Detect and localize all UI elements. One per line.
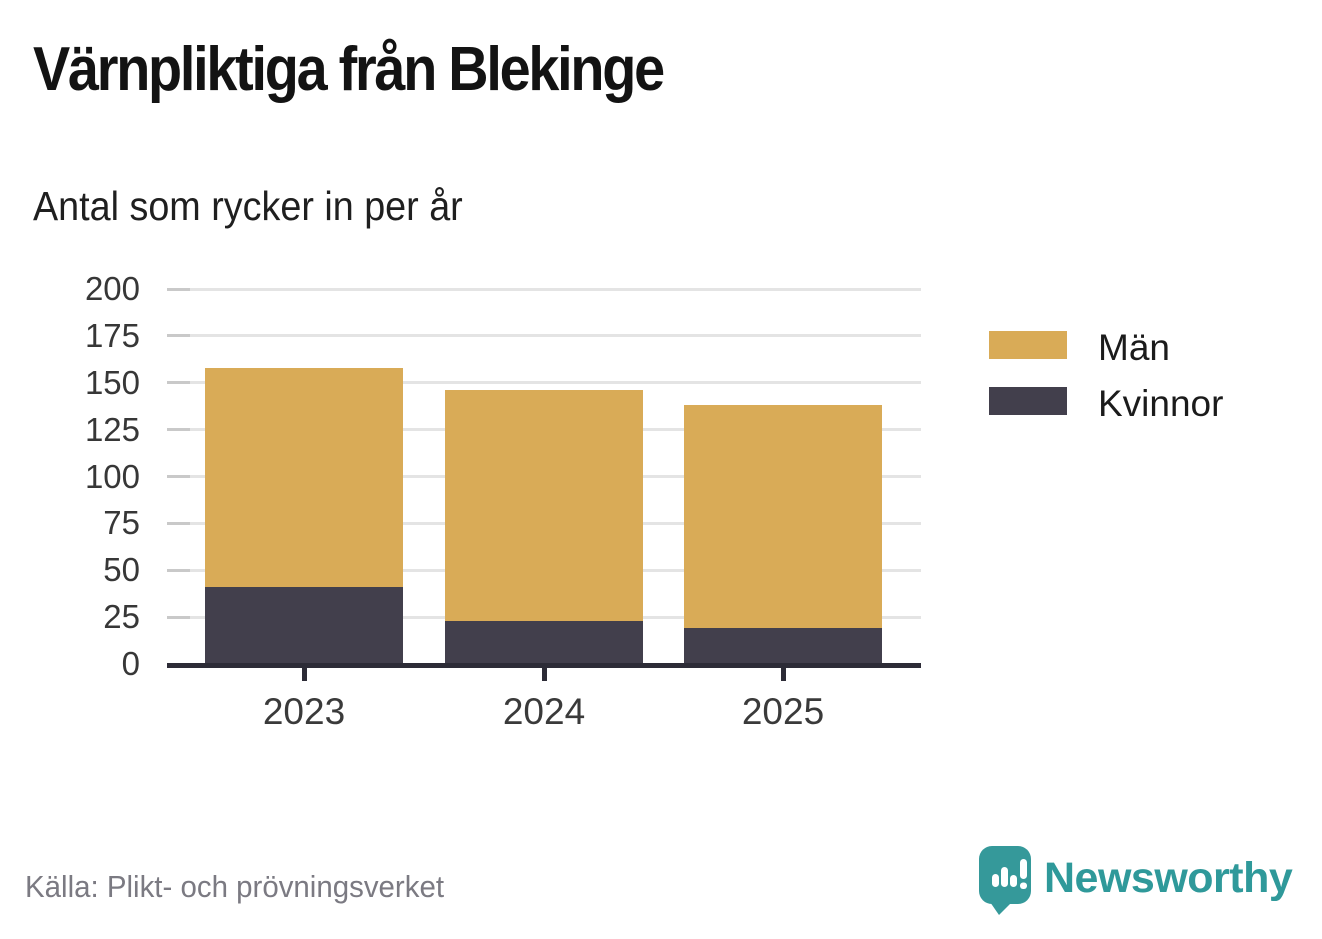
legend-swatch-men [989, 331, 1067, 359]
y-axis-label-200: 200 [84, 270, 140, 307]
y-tick-175 [167, 334, 190, 338]
legend-label-women: Kvinnor [1098, 383, 1224, 424]
y-axis-label-150: 150 [84, 363, 140, 401]
y-tick-100 [167, 475, 190, 478]
y-axis-label-75: 75 [103, 504, 140, 542]
x-axis-line [167, 663, 921, 668]
y-axis-label-25: 25 [103, 598, 140, 636]
gridline-175 [170, 334, 921, 338]
y-axis-label-50: 50 [103, 551, 140, 589]
gridline-200 [170, 287, 921, 291]
x-tick-2023 [301, 666, 307, 681]
newsworthy-wordmark: Newsworthy [1044, 854, 1293, 902]
bar-2024-men [445, 390, 643, 621]
y-axis-label-100: 100 [84, 457, 140, 495]
y-tick-200 [167, 287, 190, 291]
y-tick-125 [167, 428, 190, 432]
y-axis-label-175: 175 [84, 316, 140, 354]
y-tick-75 [167, 521, 190, 525]
chart-subtitle: Antal som rycker in per år [33, 183, 463, 229]
legend-swatch-women [989, 387, 1067, 415]
y-tick-150 [167, 381, 190, 385]
x-axis-label-2024: 2024 [502, 691, 586, 732]
x-tick-2025 [780, 666, 786, 681]
x-axis-label-2025: 2025 [741, 691, 825, 732]
x-axis-label-2023: 2023 [262, 691, 346, 732]
y-axis-label-125: 125 [84, 410, 140, 448]
bar-2025-men [684, 405, 882, 629]
newsworthy-speech-bubble-chart-icon [979, 846, 1031, 915]
bar-2023-men [205, 367, 403, 588]
gridline-150 [170, 381, 921, 385]
legend-label-men: Män [1098, 327, 1170, 368]
page-title: Värnpliktiga från Blekinge [33, 35, 665, 104]
source-caption: Källa: Plikt- och prövningsverket [25, 869, 445, 904]
bar-2024-women [445, 620, 643, 664]
y-axis-label-0: 0 [121, 645, 140, 682]
bar-2025-women [684, 628, 882, 664]
x-tick-2024 [541, 666, 547, 681]
y-tick-25 [167, 615, 190, 619]
bar-2023-women [205, 587, 403, 664]
y-tick-50 [167, 568, 190, 572]
